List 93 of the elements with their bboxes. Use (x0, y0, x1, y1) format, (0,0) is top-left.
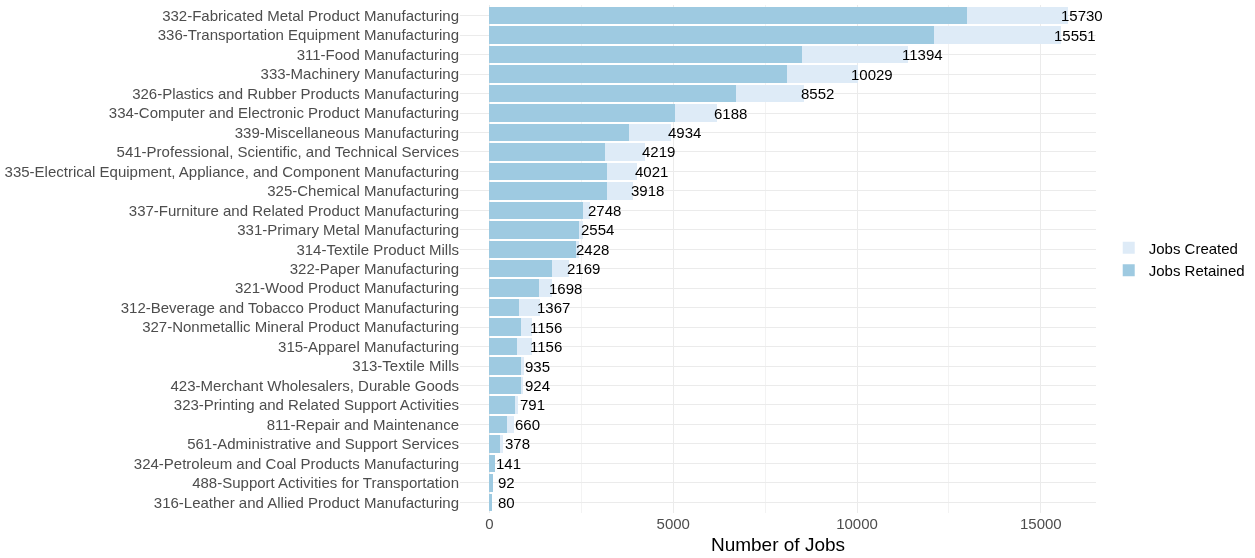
total-label: 8552 (801, 85, 835, 102)
y-tick-label: 488-Support Activities for Transportation (192, 474, 459, 492)
bar (520, 357, 524, 375)
total-label: 1156 (530, 319, 563, 336)
y-tick-label: 333-Machinery Manufacturing (260, 65, 459, 83)
total-label: 4934 (668, 124, 702, 141)
total-label: 92 (498, 474, 515, 491)
bar (489, 240, 576, 259)
total-label: 15551 (1054, 27, 1096, 44)
total-label: 141 (496, 455, 522, 472)
y-tick-label: 423-Merchant Wholesalers, Durable Goods (170, 376, 459, 394)
total-label: 660 (515, 416, 541, 433)
total-label: 3918 (631, 182, 665, 199)
y-tick-label: 313-Textile Mills (352, 357, 459, 375)
bar (489, 6, 968, 25)
total-label: 10029 (851, 66, 893, 83)
bar (489, 84, 736, 103)
y-tick-label: 339-Miscellaneous Manufacturing (234, 123, 459, 141)
y-tick-label: 314-Textile Product Mills (296, 240, 459, 258)
y-tick-label: 811-Repair and Maintenance (266, 415, 459, 433)
y-tick-label: 316-Leather and Allied Product Manufacturing (153, 493, 459, 511)
x-axis-title: Number of Jobs (710, 533, 846, 555)
total-label: 15730 (1061, 7, 1103, 24)
bar (489, 396, 516, 414)
total-label: 11394 (902, 46, 943, 63)
total-label: 2169 (567, 260, 601, 277)
bar (489, 435, 501, 453)
bar (489, 474, 493, 492)
bar (489, 65, 788, 83)
bar (489, 298, 519, 317)
bar (489, 357, 521, 375)
bar (506, 415, 514, 434)
bar (516, 337, 532, 356)
bar (489, 26, 935, 44)
y-tick-label: 334-Computer and Electronic Product Manufacturing (108, 104, 459, 122)
y-tick-label: 337-Furniture and Related Product Manufacturing (128, 201, 459, 219)
total-label: 4219 (642, 143, 676, 160)
total-label: 2748 (588, 202, 622, 219)
bar (489, 182, 608, 200)
y-tick-label: 326-Plastics and Rubber Products Manufacturing (132, 84, 459, 102)
bar (489, 337, 517, 356)
total-label: 935 (525, 358, 551, 375)
y-tick-label: 331-Primary Metal Manufacturing (237, 221, 459, 239)
bar (520, 318, 532, 336)
y-tick-label: 332-Fabricated Metal Product Manufacturing (162, 6, 459, 24)
bar (489, 259, 552, 278)
bar (489, 279, 540, 297)
y-tick-label: 561-Administrative and Support Services (187, 435, 459, 453)
bar (489, 493, 493, 512)
y-tick-label: 335-Electrical Equipment, Appliance, and Component Manufacturing (4, 162, 459, 180)
bar (489, 454, 495, 473)
bar (489, 143, 606, 161)
y-tick-label: 315-Apparel Manufacturing (278, 337, 459, 355)
bar (489, 318, 521, 336)
total-label: 6188 (714, 105, 748, 122)
total-label: 4021 (635, 163, 669, 180)
total-label: 791 (520, 396, 546, 413)
legend-label: Jobs Retained (1148, 262, 1245, 280)
legend-label: Jobs Created (1148, 239, 1238, 257)
bar (489, 45, 802, 64)
y-tick-label: 322-Paper Manufacturing (289, 259, 459, 277)
y-tick-label: 541-Professional, Scientific, and Technical Services (116, 143, 459, 161)
bar (539, 279, 552, 297)
bar (489, 123, 630, 142)
bar (489, 201, 584, 220)
y-tick-label: 312-Beverage and Tobacco Product Manufacturing (120, 298, 459, 316)
total-label: 2554 (581, 221, 615, 238)
bar (489, 104, 676, 122)
y-tick-label: 311-Food Manufacturing (296, 45, 459, 63)
x-tick-label: 0 (485, 515, 494, 532)
total-label: 1698 (549, 280, 583, 297)
bar (500, 435, 504, 453)
total-label: 80 (498, 494, 515, 511)
y-tick-label: 336-Transportation Equipment Manufacturing (157, 26, 459, 44)
x-tick-label: 5000 (656, 515, 690, 532)
y-tick-label: 325-Chemical Manufacturing (267, 182, 459, 200)
bar (518, 298, 540, 317)
total-label: 924 (525, 377, 551, 394)
y-tick-label: 327-Nonmetallic Mineral Product Manufacturing (142, 318, 459, 336)
bar (489, 162, 608, 181)
y-tick-label: 324-Petroleum and Coal Products Manufacturing (133, 454, 459, 472)
bar (489, 415, 507, 434)
total-label: 378 (505, 435, 531, 452)
total-label: 2428 (576, 241, 610, 258)
total-label: 1367 (537, 299, 571, 316)
bar (515, 396, 519, 414)
y-tick-label: 323-Printing and Related Support Activities (173, 396, 459, 414)
bar (489, 221, 580, 239)
x-tick-label: 10000 (836, 515, 878, 532)
x-tick-label: 15000 (1020, 515, 1062, 532)
bar (489, 376, 521, 395)
total-label: 1156 (530, 338, 563, 355)
y-tick-label: 321-Wood Product Manufacturing (234, 279, 459, 297)
